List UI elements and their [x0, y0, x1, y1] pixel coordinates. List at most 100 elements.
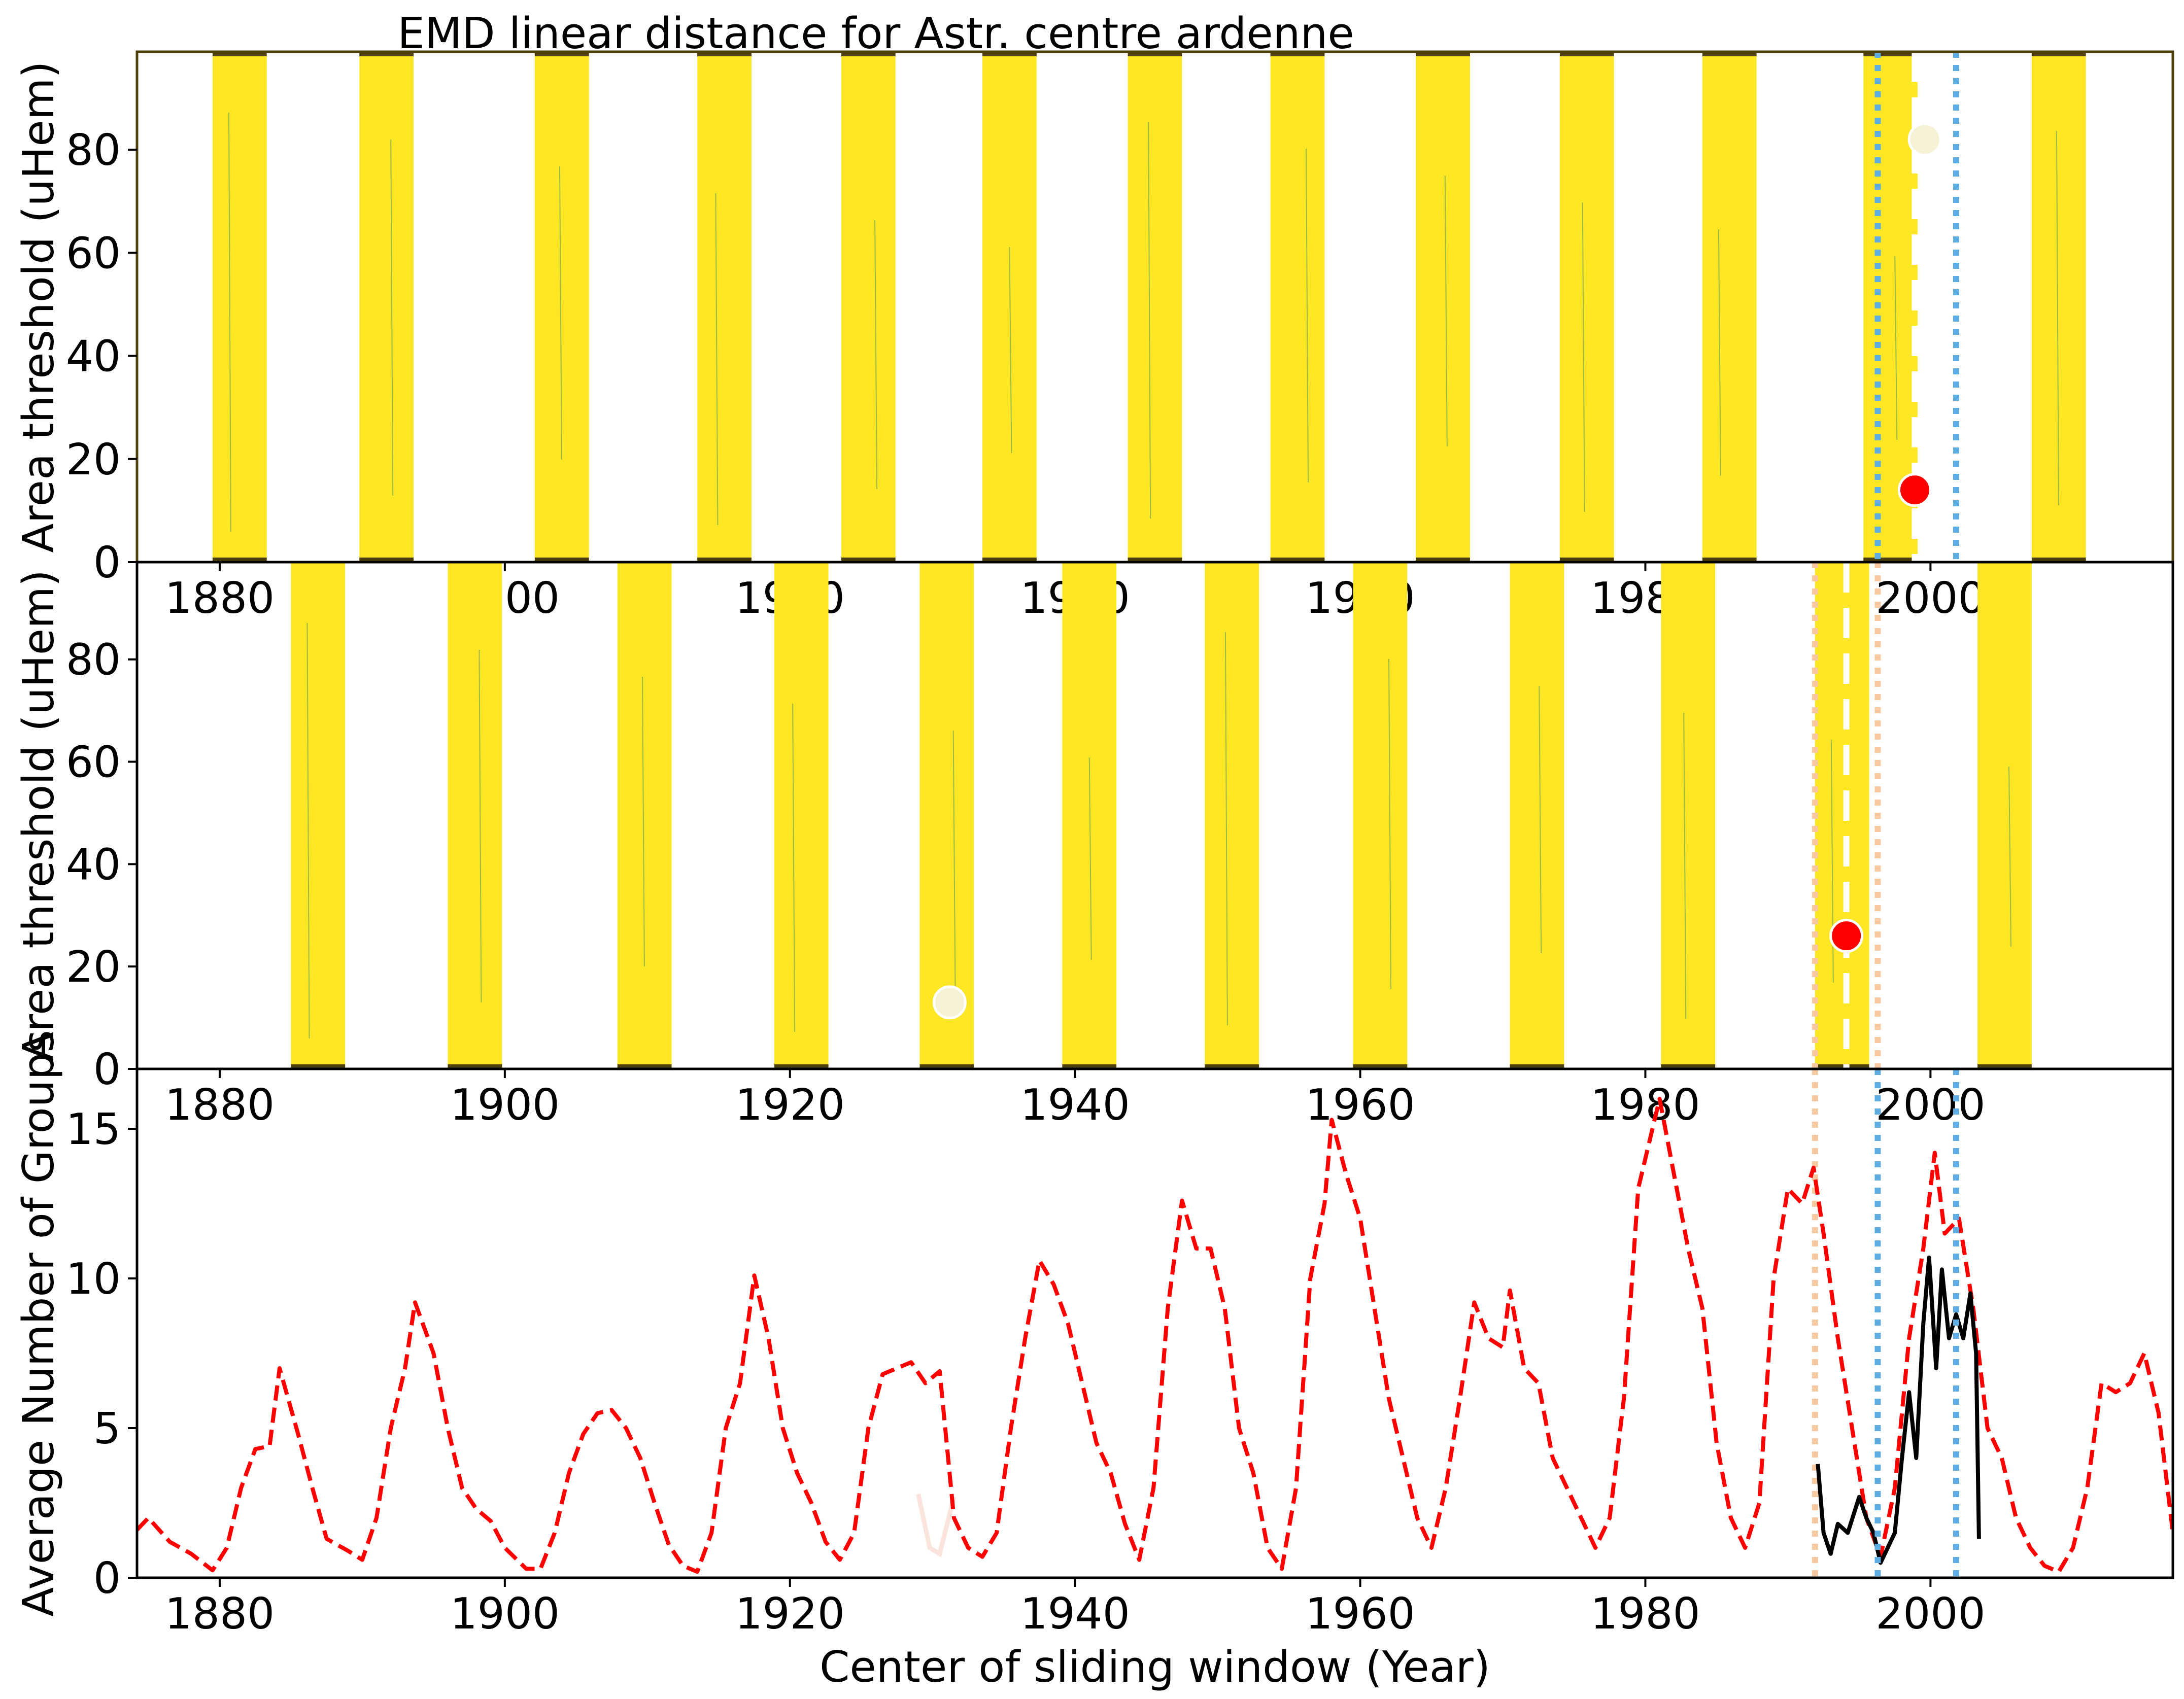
heatmap-streak	[1894, 256, 1898, 440]
heatmap-streak	[1224, 632, 1228, 1026]
reference-series-line	[137, 1097, 2173, 1574]
y-tick-label: 40	[66, 840, 121, 890]
x-tick-label: 1920	[735, 1589, 845, 1639]
plot-area	[212, 52, 2086, 562]
heatmap-band-edge	[212, 558, 267, 562]
x-axis-label: Center of sliding window (Year)	[820, 1642, 1490, 1692]
heatmap-band-edge	[1270, 558, 1325, 562]
heatmap-band-edge	[1128, 558, 1182, 562]
x-tick-label: 1900	[450, 1589, 560, 1639]
heatmap-band-edge	[1205, 1064, 1259, 1069]
heatmap-band	[1062, 562, 1117, 1069]
heatmap-band	[841, 52, 896, 562]
heatmap-band-edge	[448, 1064, 502, 1069]
y-tick-label: 60	[66, 228, 121, 279]
y-tick-label: 0	[93, 538, 121, 588]
heatmap-band-edge	[291, 1064, 346, 1069]
heatmap-band	[1559, 52, 1614, 562]
heatmap-streak	[479, 649, 482, 1003]
second-minimum-marker	[932, 985, 967, 1020]
heatmap-band-edge	[1702, 558, 1757, 562]
heatmap-band-edge	[841, 52, 896, 56]
plot-area	[137, 1069, 2173, 1578]
heatmap-band	[291, 562, 346, 1069]
heatmap-band-edge	[1353, 1064, 1408, 1069]
heatmap-streak	[874, 220, 878, 490]
x-tick-label: 1940	[1020, 1589, 1130, 1639]
heatmap-streak	[1148, 121, 1151, 519]
heatmap-streak	[306, 622, 310, 1039]
best-minimum-marker	[1897, 473, 1932, 507]
y-tick-label: 10	[66, 1254, 121, 1304]
heatmap-band-edge	[1977, 1064, 2032, 1069]
heatmap-band-edge	[2031, 558, 2086, 562]
heatmap-band	[359, 52, 414, 562]
heatmap-band-edge	[1559, 558, 1614, 562]
heatmap-streak	[1539, 685, 1542, 954]
y-tick-label: 80	[66, 125, 121, 176]
x-tick-label: 1980	[1590, 1080, 1700, 1130]
axes-frame	[135, 1067, 2174, 1579]
heatmap-band-edge	[534, 52, 589, 56]
heatmap-band	[534, 52, 589, 562]
heatmap-band	[448, 562, 502, 1069]
heatmap-band	[982, 52, 1037, 562]
x-tick-label: 1880	[165, 1589, 275, 1639]
heatmap-band	[919, 562, 974, 1069]
heatmap-band	[1128, 52, 1182, 562]
x-tick-label: 1980	[1590, 1589, 1700, 1639]
heatmap-band-edge	[1270, 52, 1325, 56]
y-tick-label: 5	[93, 1404, 121, 1454]
heatmap-band-edge	[1863, 52, 1918, 56]
heatmap-streak	[1306, 148, 1309, 483]
line-panel-bottom: 1880 1900 1920 1940 1960 1980 2000 0 5 10 15Averag…	[14, 1030, 2174, 1692]
heatmap-streak	[715, 193, 719, 526]
heatmap-band-edge	[1510, 1064, 1564, 1069]
y-tick-label: 80	[66, 635, 121, 685]
second-minimum-marker	[1907, 122, 1942, 157]
heatmap-streak	[952, 730, 956, 996]
heatmap-band-edge	[1661, 1064, 1716, 1069]
heatmap-streak	[641, 676, 645, 967]
heatmap-band	[1702, 52, 1757, 562]
heatmap-streak	[1088, 757, 1092, 960]
observer-series-line	[1816, 1255, 1981, 1565]
x-tick-label: 2000	[1875, 573, 1985, 623]
heatmap-band-edge	[1416, 558, 1470, 562]
heatmap-streak	[1009, 247, 1012, 454]
heatmap-band-edge	[697, 558, 752, 562]
heatmap-streak	[1683, 712, 1687, 1019]
heatmap-panel-top: 1880190019201940196019802000020406080Are…	[14, 50, 2174, 623]
heatmap-band-edge	[1559, 52, 1614, 56]
heatmap-band-edge	[359, 558, 414, 562]
heatmap-band-edge	[2031, 52, 2086, 56]
heatmap-band-edge	[617, 1064, 672, 1069]
heatmap-band-edge	[534, 558, 589, 562]
heatmap-panel-middle: 1880 1900 1920 1940 1960 1980 2000 0 20 40 60 80Are…	[14, 561, 2174, 1130]
heatmap-band-edge	[359, 52, 414, 56]
heatmap-band	[697, 52, 752, 562]
heatmap-streak	[2008, 766, 2012, 947]
x-tick-label: 2000	[1875, 1080, 1985, 1130]
heatmap-band-edge	[1702, 52, 1757, 56]
faint-series	[916, 1493, 957, 1557]
y-tick-label: 0	[93, 1045, 121, 1095]
y-tick-label: 15	[66, 1104, 121, 1155]
heatmap-band-edge	[1062, 1064, 1117, 1069]
heatmap-band	[1416, 52, 1470, 562]
y-tick-label: 0	[93, 1553, 121, 1604]
y-tick-label: 20	[66, 435, 121, 485]
heatmap-band-edge	[1863, 558, 1918, 562]
x-tick-label: 1960	[1305, 1589, 1415, 1639]
heatmap-band-edge	[982, 52, 1037, 56]
y-axis-label: Average Number of Groups	[14, 1030, 64, 1617]
heatmap-band	[774, 562, 829, 1069]
heatmap-band	[617, 562, 672, 1069]
heatmap-streak	[1718, 229, 1721, 476]
x-tick-label: 1940	[1020, 1080, 1130, 1130]
heatmap-band	[1270, 52, 1325, 562]
heatmap-band	[1205, 562, 1259, 1069]
heatmap-band-edge	[919, 1064, 974, 1069]
y-tick-label: 40	[66, 332, 121, 382]
